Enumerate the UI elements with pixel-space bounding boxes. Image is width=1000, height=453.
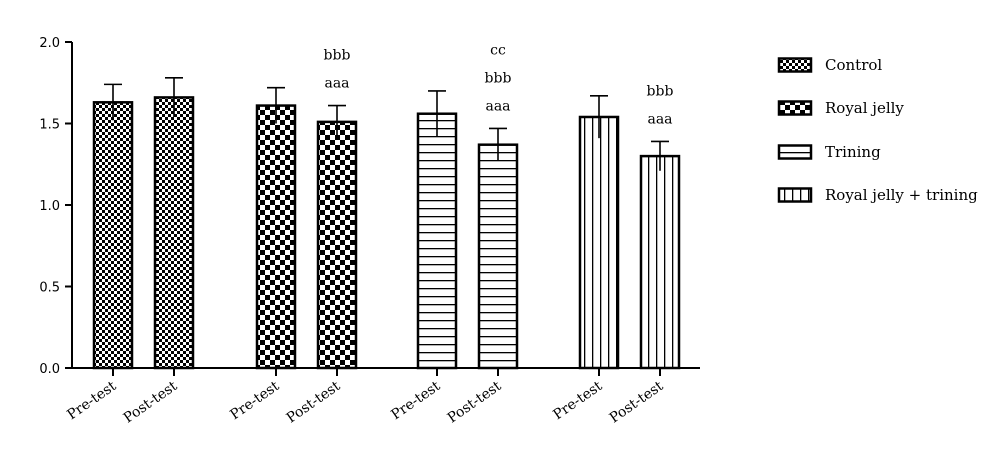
significance-label: bbb bbox=[485, 70, 512, 86]
bar bbox=[416, 112, 458, 370]
legend-swatch bbox=[777, 100, 813, 116]
legend-swatch bbox=[777, 187, 813, 203]
significance-label: bbb bbox=[647, 83, 674, 99]
bar bbox=[316, 120, 358, 370]
x-tick-label: Post-test bbox=[445, 378, 505, 427]
significance-label: aaa bbox=[324, 76, 349, 92]
bar bbox=[477, 143, 519, 370]
x-tick-label: Post-test bbox=[607, 378, 667, 427]
significance-label: bbb bbox=[324, 48, 351, 64]
legend-label: Control bbox=[825, 56, 882, 74]
bar bbox=[639, 154, 681, 370]
x-tick-label: Pre-test bbox=[388, 378, 443, 423]
legend-swatch bbox=[777, 57, 813, 73]
x-tick-label: Post-test bbox=[121, 378, 181, 427]
x-tick-label: Pre-test bbox=[227, 378, 282, 423]
y-tick-label: 0.0 bbox=[39, 362, 60, 377]
significance-label: aaa bbox=[485, 98, 510, 114]
y-tick-label: 2.0 bbox=[39, 36, 60, 51]
legend-label: Trining bbox=[825, 143, 881, 161]
bar bbox=[153, 96, 195, 370]
legend-swatch bbox=[777, 144, 813, 160]
significance-label: aaa bbox=[647, 111, 672, 127]
legend-label: Royal jelly + trining bbox=[825, 186, 978, 204]
y-tick-label: 1.0 bbox=[39, 199, 60, 214]
bar bbox=[578, 115, 620, 370]
bar bbox=[92, 101, 134, 370]
x-tick-label: Pre-test bbox=[550, 378, 605, 423]
y-tick-label: 0.5 bbox=[39, 281, 60, 296]
significance-label: cc bbox=[490, 42, 506, 58]
legend-label: Royal jelly bbox=[825, 99, 904, 117]
bar bbox=[255, 104, 297, 370]
x-tick-label: Pre-test bbox=[64, 378, 119, 423]
x-tick-label: Post-test bbox=[284, 378, 344, 427]
y-tick-label: 1.5 bbox=[39, 118, 60, 133]
